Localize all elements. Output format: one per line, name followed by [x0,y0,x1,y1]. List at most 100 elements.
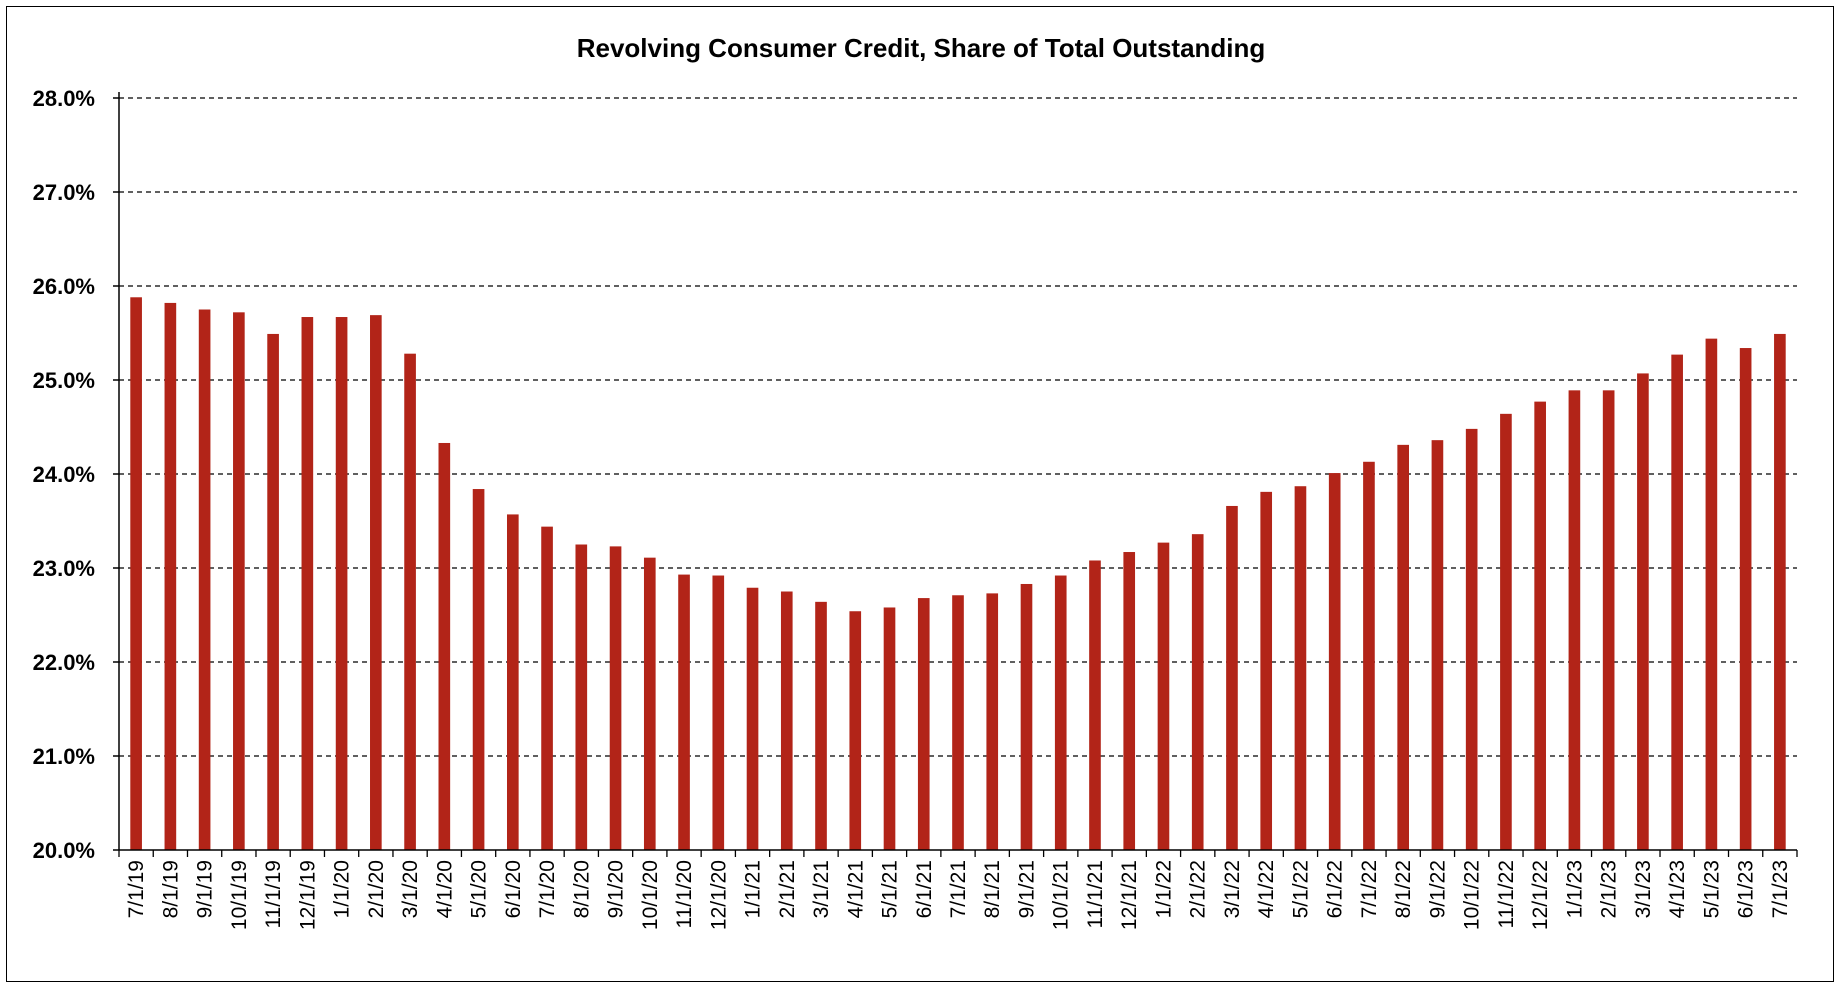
y-tick-label: 28.0% [33,86,95,111]
bar [815,601,827,850]
bar [986,593,999,850]
bar [370,315,382,850]
x-tick-label: 6/1/22 [1324,860,1347,918]
bar [335,317,348,850]
x-tick-label: 5/1/20 [468,860,491,918]
y-tick-label: 27.0% [33,180,95,205]
y-tick-label: 26.0% [33,274,95,299]
x-tick-label: 12/1/19 [296,860,319,930]
bar [1500,413,1512,850]
x-tick-label: 3/1/21 [810,860,833,918]
x-tick-label: 4/1/21 [844,860,867,918]
bar [404,353,416,850]
bar [883,607,896,850]
bar [1568,390,1581,850]
bar [1020,583,1033,850]
x-tick-label: 7/1/23 [1769,860,1792,918]
bar [1226,505,1238,850]
x-tick-label: 8/1/19 [159,860,182,918]
bar [164,302,177,850]
x-tick-label: 4/1/23 [1666,860,1689,918]
x-tick-label: 2/1/23 [1598,860,1621,918]
bar [780,591,793,850]
y-tick-label: 24.0% [33,462,95,487]
bar [1191,534,1204,850]
y-tick-label: 20.0% [33,838,95,863]
x-tick-label: 11/1/20 [673,860,696,929]
bar [1328,473,1341,850]
x-tick-label: 1/1/21 [742,860,765,918]
y-tick-label: 22.0% [33,650,95,675]
x-tick-label: 7/1/20 [536,860,559,918]
bar [1089,560,1101,850]
bar [267,333,279,850]
bar [678,574,690,850]
x-tick-label: 5/1/21 [879,860,902,918]
bar [712,575,725,850]
bar [952,595,964,850]
x-tick-label: 2/1/20 [365,860,388,918]
bar [1465,428,1478,850]
x-tick-label: 6/1/21 [913,860,936,918]
bar [438,442,451,850]
x-tick-label: 10/1/21 [1050,860,1073,930]
bar [1671,354,1683,850]
bar [1774,333,1786,850]
bars [130,297,1786,850]
x-tick-label: 12/1/21 [1118,860,1141,930]
x-tick-label: 7/1/21 [947,860,970,918]
y-tick-label: 25.0% [33,368,95,393]
x-tick-label: 11/1/19 [262,860,285,929]
x-tick-label: 9/1/21 [1015,860,1038,918]
x-tick-label: 3/1/22 [1221,860,1244,918]
bar [1054,575,1067,850]
x-axis-tick-labels: 7/1/19 8/1/19 9/1/19 10/1/19 11/1/19 12/1/19 1… [125,860,1792,930]
bar [746,587,759,850]
x-tick-label: 7/1/19 [125,860,148,918]
x-tick-label: 1/1/23 [1563,860,1586,918]
bar [1534,401,1546,850]
x-tick-label: 11/1/21 [1084,860,1107,929]
bar [130,297,142,850]
bar [472,489,485,850]
x-tick-label: 8/1/20 [570,860,593,918]
chart-frame: Revolving Consumer Credit, Share of Tota… [6,6,1834,982]
x-tick-label: 6/1/23 [1735,860,1758,918]
bar [1123,552,1136,850]
x-tick-label: 5/1/23 [1700,860,1723,918]
x-tick-label: 12/1/20 [707,860,730,930]
x-tick-label: 2/1/22 [1187,860,1210,918]
x-tick-label: 9/1/22 [1426,860,1449,918]
bar [506,514,519,850]
x-tick-label: 2/1/21 [776,860,799,918]
bar [1705,338,1718,850]
x-tick-label: 1/1/20 [331,860,354,918]
bar [575,544,588,850]
gridlines [119,97,1797,757]
bar [1363,461,1375,850]
bar [849,611,862,850]
x-tick-label: 4/1/20 [433,860,456,918]
x-tick-label: 8/1/22 [1392,860,1415,918]
x-tick-label: 3/1/23 [1632,860,1655,918]
x-tick-label: 1/1/22 [1152,860,1175,918]
bar [1260,491,1273,850]
bar [1431,440,1444,850]
bar [1397,444,1410,850]
x-tick-label: 8/1/21 [981,860,1004,918]
x-tick-label: 4/1/22 [1255,860,1278,918]
bar [917,598,930,850]
bar-chart: Revolving Consumer Credit, Share of Tota… [33,33,1798,930]
x-tick-label: 10/1/22 [1461,860,1484,930]
bar [643,557,656,850]
y-tick-label: 21.0% [33,744,95,769]
y-tick-label: 23.0% [33,556,95,581]
x-tick-label: 9/1/19 [194,860,217,918]
chart-title: Revolving Consumer Credit, Share of Tota… [577,33,1266,63]
bar [1294,486,1307,850]
bar [541,526,553,850]
bar [233,312,245,850]
bar [1157,542,1170,850]
bar [301,317,314,850]
x-tick-label: 12/1/22 [1529,860,1552,930]
